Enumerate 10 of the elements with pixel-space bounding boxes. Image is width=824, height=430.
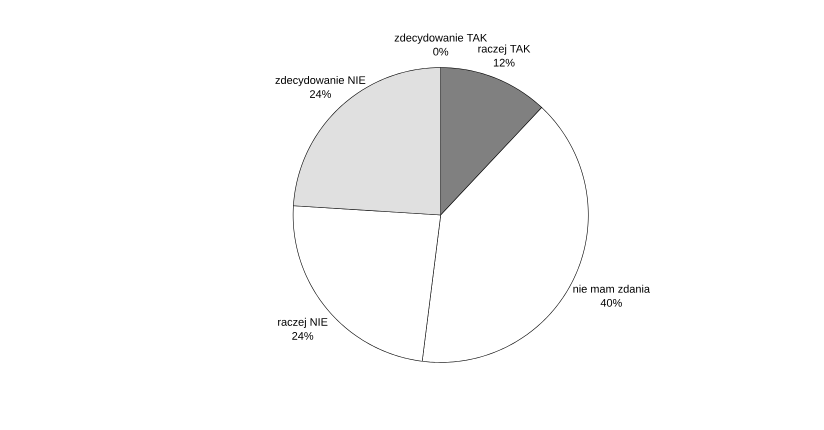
slice-label: zdecydowanie NIE [275,76,366,86]
data-label: 40% [600,298,622,307]
slice-label: nie mam zdania [573,284,650,293]
slice-label: raczej TAK [478,44,530,55]
category-label: zdecydowanie TAK [394,34,488,44]
data-label: 24% [292,332,314,340]
slice-label: raczej NIE [278,318,328,328]
data-label: 24% [310,90,331,98]
text: 0% [433,48,448,56]
data-label: 12% [494,58,515,67]
